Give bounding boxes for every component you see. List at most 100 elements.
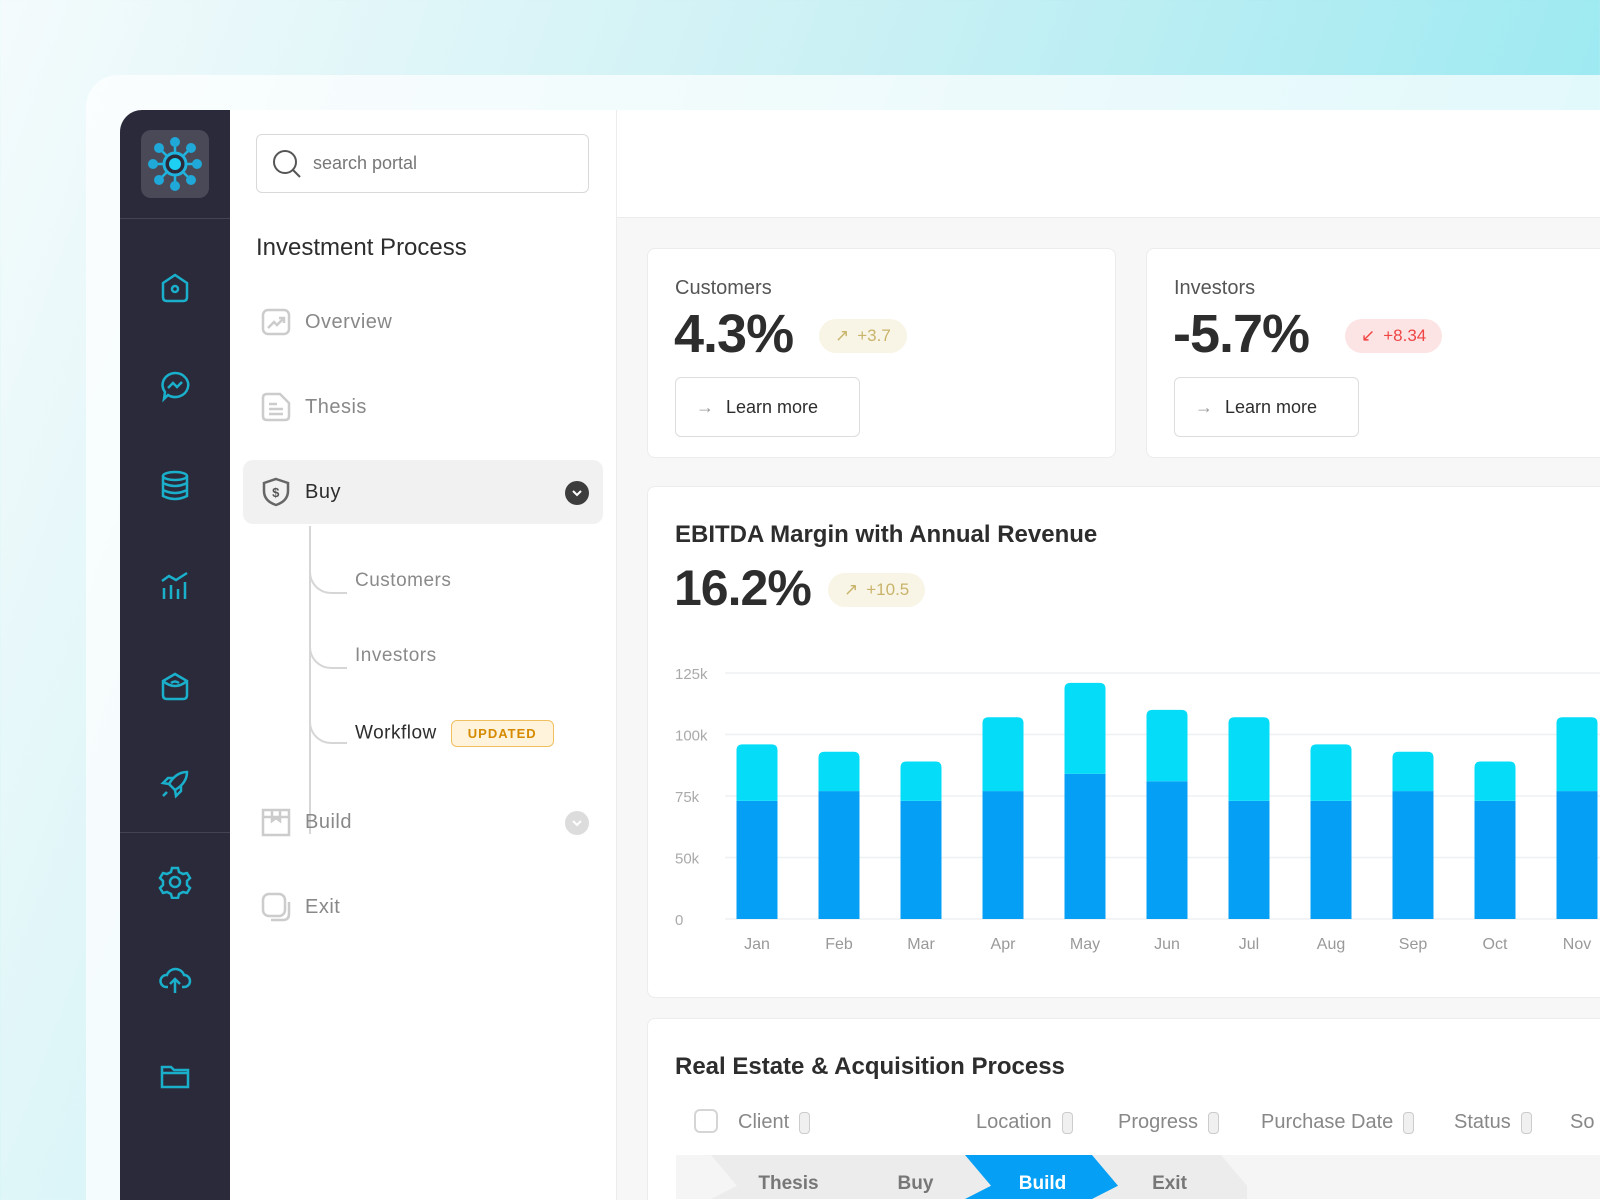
search-input[interactable]	[313, 153, 563, 174]
tree-branch	[309, 568, 347, 594]
step-build[interactable]: Build	[965, 1155, 1120, 1199]
x-tick-label: Aug	[1317, 936, 1345, 953]
secondary-nav: Investment Process Overview Thesis $ Buy…	[230, 110, 617, 1200]
icon-rail	[120, 110, 230, 1200]
sort-icon[interactable]	[799, 1111, 811, 1134]
nav-title: Investment Process	[256, 234, 467, 261]
header-label: Status	[1454, 1111, 1511, 1133]
header-label: Purchase Date	[1261, 1111, 1394, 1133]
x-tick-label: Jan	[744, 936, 770, 953]
column-header-status[interactable]: Status	[1454, 1111, 1532, 1134]
bar-segment	[1474, 761, 1516, 801]
nav-item-thesis[interactable]: Thesis	[243, 375, 603, 439]
bar-segment	[982, 791, 1024, 919]
bar-segment	[982, 717, 1024, 792]
y-tick-label: 75k	[675, 789, 700, 806]
nav-item-label: Build	[305, 810, 352, 833]
tree-branch	[309, 643, 347, 669]
bar-segment	[1228, 717, 1270, 801]
settings-icon[interactable]	[158, 865, 192, 899]
chevron-down-icon[interactable]	[565, 811, 589, 835]
learn-more-button[interactable]: → Learn more	[675, 377, 860, 437]
cloud-upload-icon[interactable]	[158, 963, 192, 997]
logo[interactable]	[141, 130, 209, 198]
document-icon	[261, 392, 291, 422]
bar-segment	[900, 800, 942, 919]
x-tick-label: Mar	[907, 936, 935, 953]
delta-value: +10.5	[866, 580, 910, 599]
sort-icon[interactable]	[1208, 1111, 1220, 1134]
bar-segment	[1556, 791, 1598, 919]
header-label: Client	[738, 1111, 790, 1133]
sort-icon[interactable]	[1061, 1111, 1073, 1134]
bar-segment	[736, 744, 778, 801]
folder-icon[interactable]	[158, 1059, 192, 1093]
card-value: 4.3%	[674, 304, 794, 364]
delta-value: +8.34	[1383, 326, 1427, 345]
inbox-icon[interactable]	[158, 669, 192, 703]
main-content: Customers 4.3% ↗ +3.7 → Learn more Investo…	[617, 110, 1600, 1200]
chat-icon[interactable]	[158, 369, 192, 403]
nav-item-exit[interactable]: Exit	[243, 875, 603, 939]
delta-pill: ↗ +3.7	[819, 319, 907, 353]
learn-more-button[interactable]: → Learn more	[1174, 377, 1359, 437]
arrow-right-icon: →	[1195, 396, 1213, 417]
rail-divider	[120, 218, 230, 219]
y-tick-label: 125k	[675, 666, 708, 683]
delta-pill: ↙ +8.34	[1345, 319, 1443, 353]
search-box[interactable]	[256, 134, 589, 193]
delta-value: +3.7	[857, 326, 891, 345]
top-bar	[617, 110, 1600, 218]
sub-item-customers[interactable]: Customers	[355, 570, 452, 591]
x-tick-label: Sep	[1399, 936, 1428, 953]
nav-item-label: Exit	[305, 895, 341, 918]
revenue-bar-chart: 125k 100k 75k 50k 0 Jan Feb Mar Apr May Jun Jul Aug S…	[675, 666, 1600, 953]
step-buy[interactable]: Buy	[838, 1155, 993, 1199]
rocket-icon[interactable]	[158, 767, 192, 801]
sub-item-investors[interactable]: Investors	[355, 645, 437, 666]
chevron-down-icon[interactable]	[565, 481, 589, 505]
button-label: Learn more	[726, 396, 819, 417]
shield-dollar-icon: $	[262, 477, 290, 507]
button-label: Learn more	[1225, 396, 1318, 417]
bar-segment	[900, 761, 942, 801]
bar-segment	[1310, 744, 1352, 801]
search-icon	[273, 149, 301, 178]
sort-icon[interactable]	[1520, 1111, 1532, 1134]
nav-item-label: Thesis	[305, 395, 367, 418]
database-icon[interactable]	[158, 469, 192, 503]
home-icon[interactable]	[158, 271, 192, 305]
nav-item-overview[interactable]: Overview	[243, 290, 603, 354]
nav-item-build[interactable]: Build	[243, 790, 603, 854]
nav-item-label: Overview	[305, 310, 393, 333]
column-header-source[interactable]: So	[1570, 1111, 1594, 1134]
y-tick-label: 0	[675, 912, 683, 929]
delta-pill: ↗ +10.5	[828, 573, 926, 607]
bar-segment	[1146, 709, 1188, 782]
exit-icon	[261, 892, 291, 922]
sub-item-workflow[interactable]: Workflow UPDATED	[355, 720, 554, 747]
sort-icon[interactable]	[1403, 1111, 1415, 1134]
card-label: Customers	[675, 277, 772, 299]
customers-card: Customers 4.3% ↗ +3.7 → Learn more	[647, 248, 1116, 458]
step-thesis[interactable]: Thesis	[711, 1155, 866, 1199]
arrow-right-icon: →	[696, 396, 714, 417]
nav-item-buy[interactable]: $ Buy	[243, 460, 603, 524]
column-header-location[interactable]: Location	[976, 1111, 1073, 1134]
bar-segment	[1556, 717, 1598, 792]
card-label: Investors	[1174, 277, 1256, 299]
step-exit[interactable]: Exit	[1092, 1155, 1247, 1199]
card-value: -5.7%	[1173, 304, 1310, 364]
column-header-purchase-date[interactable]: Purchase Date	[1261, 1111, 1415, 1134]
analytics-icon[interactable]	[158, 569, 192, 603]
bar-segment	[1392, 751, 1434, 792]
column-header-client[interactable]: Client	[738, 1111, 811, 1134]
bar-segment	[1228, 800, 1270, 919]
bar-segment	[1064, 773, 1106, 919]
column-header-progress[interactable]: Progress	[1118, 1111, 1220, 1134]
y-tick-label: 50k	[675, 851, 700, 868]
network-logo-icon	[148, 137, 202, 191]
select-all-checkbox[interactable]	[694, 1109, 718, 1133]
tree-branch	[309, 718, 347, 744]
bar-segment	[1474, 800, 1516, 919]
